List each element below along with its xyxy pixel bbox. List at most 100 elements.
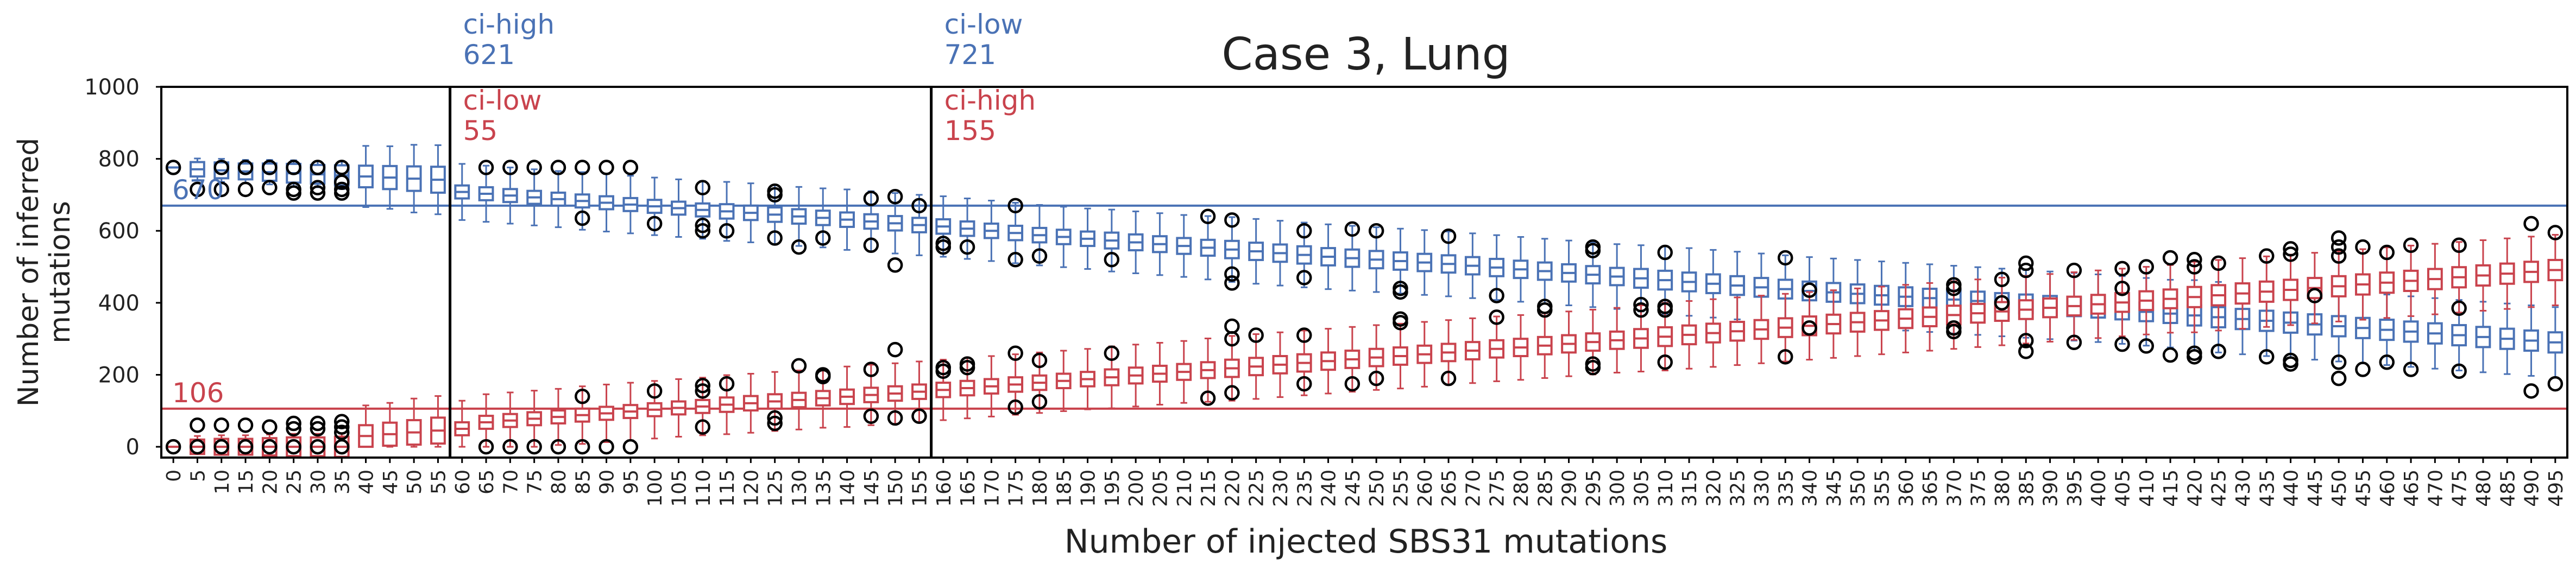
box-blue-155 — [911, 194, 927, 256]
box-blue-300 — [1609, 243, 1625, 310]
box-blue-480 — [2475, 301, 2491, 373]
outlier-point-78 — [887, 257, 903, 273]
outlier-point-47 — [575, 389, 590, 404]
x-tick-label-275: 275 — [1487, 470, 1509, 507]
annotations-layer: ci-high621ci-low55ci-low721ci-high155670… — [172, 9, 1036, 409]
box-red-130 — [791, 370, 807, 430]
outlier-point-61 — [719, 223, 735, 239]
outlier-point-50 — [599, 439, 614, 455]
box-red-120 — [742, 372, 759, 434]
reference-line-label-1: 106 — [172, 377, 224, 409]
box-blue-130 — [791, 186, 807, 247]
outlier-point-6 — [213, 181, 229, 198]
x-tick-label-90: 90 — [596, 470, 619, 494]
outlier-point-73 — [863, 191, 879, 206]
box-red-145 — [863, 364, 879, 426]
outlier-point-84 — [935, 239, 951, 255]
x-tick-label-185: 185 — [1053, 470, 1075, 507]
outlier-point-34 — [334, 419, 350, 435]
box-red-70 — [502, 391, 518, 448]
inner-annotation-label-1: ci-high — [944, 85, 1036, 116]
outlier-point-160 — [2187, 259, 2202, 275]
x-tick-label-390: 390 — [2040, 470, 2062, 507]
x-tick-label-280: 280 — [1510, 470, 1533, 507]
outlier-point-186 — [2523, 215, 2539, 232]
outlier-point-136 — [1778, 250, 1793, 266]
x-tick-label-105: 105 — [668, 470, 690, 507]
box-blue-50 — [406, 144, 422, 213]
x-tick-label-425: 425 — [2208, 470, 2231, 507]
box-red-320 — [1705, 298, 1721, 368]
x-tick-label-175: 175 — [1005, 470, 1028, 507]
box-blue-160 — [935, 195, 952, 258]
plot-frame — [160, 86, 2568, 459]
x-tick-label-95: 95 — [620, 470, 643, 494]
box-blue-70 — [502, 167, 518, 225]
box-red-240 — [1320, 328, 1336, 395]
x-tick-label-400: 400 — [2088, 470, 2110, 507]
y-tick-label-0: 0 — [126, 435, 140, 460]
box-blue-325 — [1729, 251, 1746, 320]
box-blue-5 — [190, 157, 205, 181]
outlier-point-149 — [2018, 344, 2034, 359]
outlier-point-25 — [310, 185, 326, 201]
box-red-390 — [2042, 273, 2058, 343]
x-tick-label-310: 310 — [1655, 470, 1677, 507]
box-red-455 — [2355, 248, 2371, 321]
outlier-point-66 — [767, 410, 783, 426]
outlier-point-171 — [2307, 288, 2323, 303]
box-blue-55 — [430, 144, 446, 215]
outlier-point-74 — [863, 237, 879, 253]
outlier-point-174 — [2331, 248, 2347, 264]
box-blue-60 — [454, 163, 470, 221]
box-blue-225 — [1248, 218, 1264, 285]
x-tick-label-410: 410 — [2136, 470, 2158, 507]
outlier-point-127 — [1585, 243, 1601, 258]
outlier-point-72 — [815, 369, 831, 385]
outlier-point-109 — [1296, 270, 1312, 286]
outlier-point-146 — [2018, 255, 2034, 271]
outlier-point-9 — [237, 160, 254, 175]
x-tick-label-405: 405 — [2112, 470, 2134, 507]
x-tick-label-430: 430 — [2232, 470, 2254, 507]
box-blue-180 — [1031, 204, 1048, 267]
outlier-point-102 — [1224, 266, 1240, 282]
x-tick-label-485: 485 — [2497, 470, 2519, 507]
box-red-285 — [1536, 312, 1553, 379]
x-tick-label-245: 245 — [1342, 470, 1364, 507]
outlier-point-144 — [1994, 271, 2010, 288]
box-blue-80 — [550, 170, 566, 229]
box-red-235 — [1296, 329, 1312, 396]
x-tick-label-15: 15 — [235, 470, 257, 494]
x-tick-label-70: 70 — [500, 470, 522, 494]
x-tick-label-415: 415 — [2160, 470, 2182, 507]
box-blue-85 — [574, 171, 590, 231]
box-red-400 — [2090, 269, 2106, 339]
outlier-point-170 — [2283, 356, 2298, 372]
outlier-point-53 — [646, 215, 663, 232]
outlier-point-180 — [2379, 354, 2395, 370]
outlier-point-76 — [863, 408, 879, 424]
outlier-point-148 — [2018, 333, 2034, 348]
outlier-point-99 — [1200, 208, 1216, 224]
outlier-point-87 — [959, 239, 975, 255]
outlier-point-101 — [1224, 212, 1240, 228]
outlier-point-17 — [286, 160, 301, 175]
outlier-point-178 — [2355, 362, 2371, 377]
y-tick-label-1000: 1000 — [84, 75, 140, 100]
outlier-point-5 — [213, 160, 229, 175]
x-tick-label-180: 180 — [1029, 470, 1051, 507]
outlier-point-26 — [310, 415, 326, 432]
x-tick-label-130: 130 — [789, 470, 811, 507]
y-tick-label-800: 800 — [98, 147, 140, 172]
box-red-140 — [839, 365, 855, 428]
box-red-295 — [1585, 308, 1601, 376]
box-red-95 — [622, 382, 639, 441]
outlier-point-14 — [262, 180, 278, 195]
box-red-270 — [1464, 317, 1481, 384]
x-tick-label-220: 220 — [1221, 470, 1244, 507]
outlier-point-52 — [622, 439, 639, 455]
outlier-point-68 — [791, 358, 807, 374]
box-red-290 — [1561, 310, 1577, 377]
outlier-point-8 — [213, 439, 229, 455]
